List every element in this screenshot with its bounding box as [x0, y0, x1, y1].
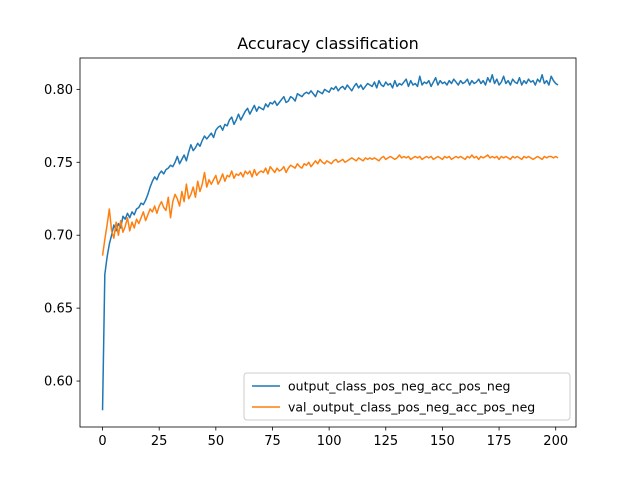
y-tick-label: 0.70 — [44, 229, 73, 244]
x-tick-label: 150 — [430, 434, 455, 449]
legend-label-1: val_output_class_pos_neg_acc_pos_neg — [288, 400, 535, 415]
legend-label-0: output_class_pos_neg_acc_pos_neg — [288, 379, 510, 394]
series-line-1 — [101, 154, 559, 256]
y-tick-label: 0.60 — [44, 375, 73, 390]
x-tick-label: 100 — [317, 434, 342, 449]
legend-box — [243, 372, 571, 421]
x-tick-label: 125 — [373, 434, 398, 449]
x-tick-label: 50 — [208, 434, 225, 449]
series-line-0 — [101, 74, 559, 411]
x-tick-label: 0 — [98, 434, 106, 449]
y-tick-label: 0.65 — [44, 302, 73, 317]
y-tick-label: 0.80 — [44, 83, 73, 98]
x-tick-label: 25 — [151, 434, 168, 449]
x-tick-label: 175 — [487, 434, 512, 449]
x-tick-label: 200 — [543, 434, 568, 449]
x-tick-label: 75 — [264, 434, 281, 449]
legend: output_class_pos_neg_acc_pos_neg val_outp… — [243, 372, 571, 421]
y-tick-label: 0.75 — [44, 156, 73, 171]
chart-title: Accuracy classification — [237, 34, 419, 53]
plot-frame — [79, 57, 577, 428]
series-layer — [101, 74, 559, 411]
axes-layer: 0 25 50 75 100 125 150 175 200 0.60 0.65 0.70 0.75 0.… — [44, 57, 577, 449]
